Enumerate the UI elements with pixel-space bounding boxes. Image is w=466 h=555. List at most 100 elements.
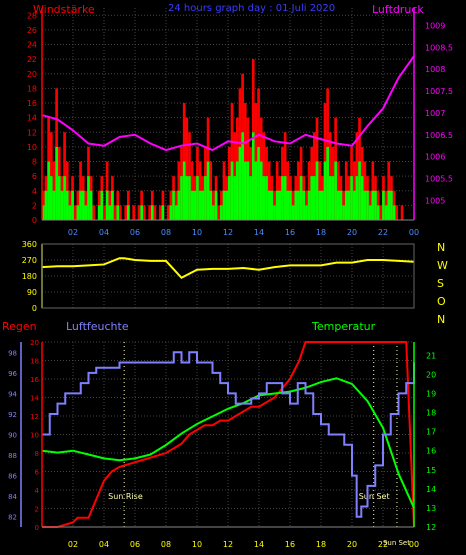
wind-gust-bar bbox=[148, 205, 151, 220]
wind-gust-bar bbox=[217, 205, 221, 220]
wind-x-tick-label: 06 bbox=[130, 228, 140, 237]
climate-x-tick-label: 06 bbox=[130, 540, 140, 549]
wind-x-tick-label: 20 bbox=[347, 228, 357, 237]
wind-mean-bar bbox=[190, 190, 194, 220]
wind-mean-bar bbox=[294, 190, 298, 220]
temperature-tick-label: 17 bbox=[426, 428, 436, 437]
wind-mean-bar bbox=[150, 205, 154, 220]
wind-gust-bar bbox=[119, 205, 122, 220]
pressure-tick-label: 1005 bbox=[425, 196, 445, 205]
wind-mean-bar bbox=[326, 146, 329, 220]
regen-tick-label: 20 bbox=[30, 339, 39, 347]
wind-gust-bar bbox=[103, 205, 106, 220]
wind-mean-bar bbox=[254, 161, 258, 220]
wind-mean-bar bbox=[84, 205, 88, 220]
regen-tick-label: 0 bbox=[35, 524, 39, 532]
wind-mean-bar bbox=[368, 205, 372, 220]
wind-mean-bar bbox=[265, 176, 268, 220]
wind-mean-bar bbox=[371, 190, 375, 220]
wind-tick-label: 6 bbox=[32, 172, 37, 181]
wind-gust-bar bbox=[185, 117, 189, 220]
humidity-tick-label: 96 bbox=[8, 370, 17, 378]
wind-mean-bar bbox=[206, 161, 210, 220]
wind-gust-bar bbox=[132, 205, 135, 220]
regen-title: Regen bbox=[2, 320, 37, 333]
wind-mean-bar bbox=[105, 190, 109, 220]
pressure-tick-label: 1007 bbox=[425, 109, 445, 118]
climate-x-tick-label: 18 bbox=[316, 540, 326, 549]
wind-mean-bar bbox=[376, 205, 380, 220]
wind-mean-bar bbox=[328, 176, 332, 220]
wind-mean-bar bbox=[44, 190, 48, 220]
wind-x-tick-label: 02 bbox=[68, 228, 78, 237]
sunset-label-axis: Sun Set bbox=[383, 539, 410, 547]
wind-x-tick-label: 22 bbox=[378, 228, 388, 237]
pressure-tick-label: 1008 bbox=[425, 65, 445, 74]
wind-mean-bar bbox=[201, 190, 205, 220]
humidity-tick-label: 94 bbox=[8, 390, 17, 398]
direction-tick-label: 0 bbox=[32, 304, 37, 313]
wind-mean-bar bbox=[366, 190, 369, 220]
direction-frame bbox=[41, 243, 415, 309]
temperature-tick-label: 19 bbox=[426, 389, 436, 398]
wind-axis-title: Windstärke bbox=[33, 3, 95, 16]
compass-label: N bbox=[437, 313, 445, 326]
wind-mean-bar bbox=[302, 190, 306, 220]
wind-gust-bar bbox=[166, 205, 170, 220]
pressure-tick-label: 1007.5 bbox=[425, 87, 453, 96]
wind-mean-bar bbox=[360, 176, 364, 220]
pressure-tick-label: 1008.5 bbox=[425, 43, 453, 52]
direction-line bbox=[41, 257, 415, 280]
pressure-tick-label: 1005.5 bbox=[425, 174, 453, 183]
wind-mean-bar bbox=[193, 190, 197, 220]
wind-gust-bar bbox=[92, 205, 96, 220]
wind-mean-bar bbox=[336, 190, 340, 220]
wind-mean-bar bbox=[390, 190, 393, 220]
wind-x-tick-label: 10 bbox=[192, 228, 202, 237]
wind-tick-label: 12 bbox=[27, 128, 37, 137]
wind-gust-bar bbox=[73, 205, 77, 220]
temperature-line bbox=[41, 377, 415, 509]
wind-tick-label: 18 bbox=[27, 84, 37, 93]
regen-tick-label: 14 bbox=[30, 395, 39, 403]
wind-mean-bar bbox=[363, 190, 367, 220]
wind-mean-bar bbox=[81, 190, 85, 220]
wind-mean-bar bbox=[310, 176, 314, 220]
wind-mean-bar bbox=[382, 190, 385, 220]
climate-x-tick-label: 10 bbox=[192, 540, 202, 549]
wind-gust-bar bbox=[142, 205, 146, 220]
wind-tick-label: 16 bbox=[27, 99, 37, 108]
wind-tick-label: 14 bbox=[27, 114, 37, 123]
wind-mean-bar bbox=[275, 190, 279, 220]
wind-mean-bar bbox=[79, 190, 82, 220]
sunset-label: Sun Set bbox=[359, 492, 390, 501]
wind-mean-bar bbox=[63, 176, 66, 220]
wind-mean-bar bbox=[172, 190, 175, 220]
wind-mean-bar bbox=[350, 176, 353, 220]
wind-mean-bar bbox=[392, 205, 396, 220]
temperature-tick-label: 18 bbox=[426, 409, 436, 418]
wind-mean-bar bbox=[318, 190, 321, 220]
wind-tick-label: 28 bbox=[27, 11, 37, 20]
compass-label: W bbox=[437, 259, 448, 272]
direction-tick-label: 270 bbox=[22, 256, 37, 265]
wind-mean-bar bbox=[220, 205, 223, 220]
climate-x-tick-label: 08 bbox=[161, 540, 171, 549]
wind-mean-bar bbox=[169, 205, 173, 220]
wind-x-tick-label: 12 bbox=[223, 228, 233, 237]
wind-mean-bar bbox=[283, 176, 287, 220]
wind-mean-bar bbox=[111, 190, 114, 220]
wind-mean-bar bbox=[68, 205, 72, 220]
pressure-line bbox=[41, 55, 415, 152]
wind-mean-bar bbox=[174, 205, 178, 220]
wind-mean-bar bbox=[251, 132, 255, 220]
wind-tick-label: 22 bbox=[27, 55, 37, 64]
wind-mean-bar bbox=[249, 176, 252, 220]
wind-x-tick-label: 14 bbox=[254, 228, 264, 237]
pressure-tick-label: 1006.5 bbox=[425, 131, 453, 140]
wind-mean-bar bbox=[238, 146, 242, 220]
wind-mean-bar bbox=[100, 190, 104, 220]
pressure-tick-label: 1009 bbox=[425, 21, 445, 30]
wind-mean-bar bbox=[185, 176, 189, 220]
wind-mean-bar bbox=[331, 176, 335, 220]
